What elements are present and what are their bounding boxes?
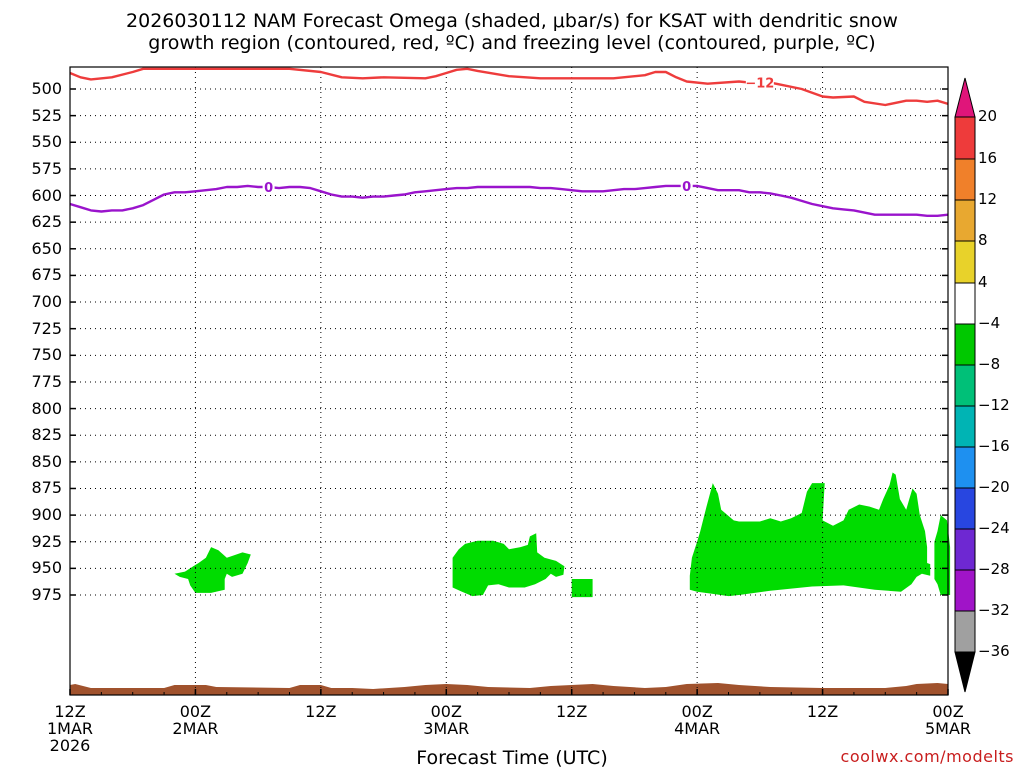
chart-title-line-1: 2026030112 NAM Forecast Omega (shaded, μ…	[126, 10, 898, 32]
y-tick-label: 775	[31, 371, 62, 391]
y-tick-label: 750	[31, 345, 62, 365]
colorbar-label: −32	[978, 601, 1010, 619]
omega-region-2mar	[174, 547, 251, 593]
y-tick-label: 650	[31, 238, 62, 258]
x-tick-label: 00Z 2MAR	[172, 702, 219, 738]
colorbar-bin-9	[954, 446, 976, 489]
colorbar-bin-10	[954, 487, 976, 530]
omega-region-3mar	[452, 533, 565, 597]
x-tick-label: 12Z	[556, 702, 588, 721]
x-tick-label: 12Z	[305, 702, 337, 721]
colorbar-label: −36	[978, 642, 1010, 660]
y-tick-label: 950	[31, 558, 62, 578]
colorbar-label: 16	[978, 149, 998, 167]
colorbar-bin-1	[954, 116, 976, 160]
contour-label-freezing-level-0-1: 0	[682, 180, 691, 195]
plot-frame	[69, 66, 949, 696]
colorbar-bin-3	[954, 199, 976, 242]
colorbar-bin-12	[954, 569, 976, 612]
y-tick-label: 850	[31, 451, 62, 471]
colorbar-label: 12	[978, 190, 998, 208]
y-tick-label: 825	[31, 425, 62, 445]
colorbar-label: 8	[978, 231, 988, 249]
colorbar-label: −4	[978, 314, 1001, 332]
contour-label-bg-freezing-level-0-0	[262, 180, 275, 195]
x-tick-label: 12Z	[806, 702, 839, 721]
contour-label-bg-freezing-level-0-1	[680, 178, 693, 193]
y-tick-label: 725	[31, 318, 62, 338]
colorbar-label: −20	[978, 478, 1010, 496]
omega-region-small	[571, 579, 593, 598]
y-tick-label: 925	[31, 531, 62, 551]
colorbar-bin-8	[954, 405, 976, 448]
y-tick-label: 550	[31, 132, 62, 152]
colorbar-bin-7	[954, 364, 976, 407]
colorbar-label: −12	[978, 396, 1010, 414]
colorbar-bin-4	[954, 240, 976, 284]
y-tick-label: 600	[31, 185, 62, 205]
y-tick-label: 500	[31, 79, 62, 98]
colorbar-bin-2	[954, 158, 976, 201]
y-tick-label: 575	[31, 158, 62, 178]
x-axis-title: Forecast Time (UTC)	[416, 747, 608, 769]
colorbar-bin-top	[954, 77, 976, 118]
colorbar-bin-bottom	[954, 651, 976, 693]
colorbar-bin-6	[954, 323, 976, 366]
contour-dendritic-minus12	[69, 67, 949, 107]
x-tick-label: 00Z 5MAR	[924, 702, 972, 738]
site-credit: coolwx.com/modelts	[840, 747, 1014, 766]
colorbar-label: −16	[978, 437, 1010, 455]
y-tick-label: 800	[31, 398, 62, 418]
y-tick-label: 975	[31, 585, 62, 604]
contour-label-bg-dendritic-minus12-0	[745, 75, 774, 90]
y-tick-label: 625	[31, 212, 62, 232]
omega-region-5mar	[934, 515, 951, 595]
x-tick-label: 12Z 1MAR 2026	[46, 702, 94, 755]
colorbar-bin-11	[954, 528, 976, 571]
contour-freezing-level-0	[69, 184, 949, 218]
colorbar-label: −28	[978, 560, 1010, 578]
colorbar-bin-13	[954, 610, 976, 653]
colorbar-label: 4	[978, 273, 988, 291]
colorbar-label: −8	[978, 355, 1001, 373]
y-tick-label: 875	[31, 478, 62, 498]
omega-region-4mar	[689, 472, 931, 597]
colorbar-label: −24	[978, 519, 1010, 537]
contour-label-dendritic-minus12-0: −12	[745, 77, 774, 92]
contour-label-freezing-level-0-0: 0	[264, 181, 273, 196]
y-tick-label: 700	[31, 292, 62, 312]
chart-title-line-2: growth region (contoured, red, ºC) and f…	[148, 32, 876, 54]
x-tick-label: 00Z 4MAR	[674, 702, 721, 738]
colorbar-label: 20	[978, 107, 998, 125]
colorbar-bin-5	[954, 282, 976, 325]
y-tick-label: 675	[31, 265, 62, 285]
y-tick-label: 525	[31, 105, 62, 125]
y-tick-label: 900	[31, 505, 62, 525]
x-tick-label: 00Z 3MAR	[423, 702, 470, 738]
